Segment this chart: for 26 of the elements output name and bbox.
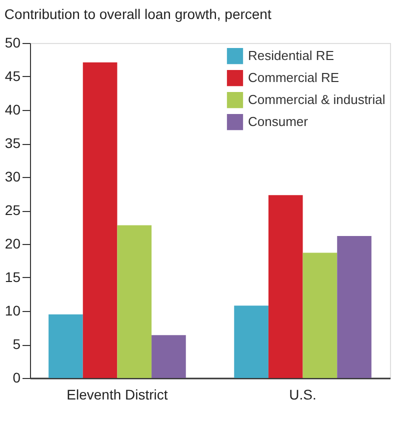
y-tick-label: 20 xyxy=(4,236,21,252)
legend-label: Residential RE xyxy=(248,48,334,63)
y-tick-label: 40 xyxy=(4,102,21,118)
bar xyxy=(117,225,152,378)
y-tick-label: 30 xyxy=(4,168,21,184)
chart-title: Contribution to overall loan growth, percent xyxy=(4,6,272,22)
legend-label: Consumer xyxy=(248,114,309,129)
bar xyxy=(48,314,83,378)
y-tick-label: 0 xyxy=(12,370,21,386)
bar xyxy=(302,252,338,378)
y-tick-label: 15 xyxy=(4,269,21,285)
legend-label: Commercial RE xyxy=(248,70,340,85)
y-tick-label: 25 xyxy=(4,202,21,218)
bar xyxy=(337,236,372,378)
y-tick-label: 45 xyxy=(4,68,21,84)
bar xyxy=(234,306,268,378)
y-tick-label: 50 xyxy=(4,34,21,50)
y-tick-label: 10 xyxy=(4,302,21,318)
y-tick-label: 5 xyxy=(12,336,21,352)
bar xyxy=(82,62,118,378)
x-tick-label: U.S. xyxy=(289,386,316,402)
legend-label: Commercial & industrial xyxy=(248,92,386,107)
x-tick-label: Eleventh District xyxy=(66,386,168,402)
bar xyxy=(268,195,303,378)
bar xyxy=(152,335,186,378)
y-tick-label: 35 xyxy=(4,135,21,151)
